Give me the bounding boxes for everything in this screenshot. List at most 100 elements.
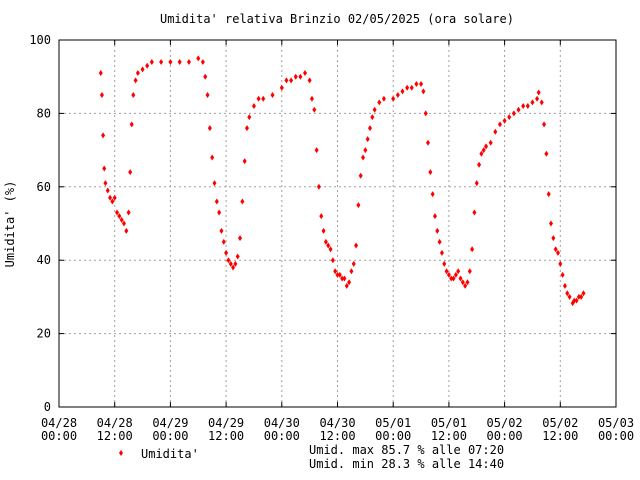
y-tick-label: 20 (37, 327, 51, 341)
chart-title: Umidita' relativa Brinzio 02/05/2025 (or… (160, 12, 514, 26)
data-point (312, 106, 317, 113)
data-point (567, 293, 572, 300)
data-point (484, 143, 489, 150)
data-point (214, 198, 219, 205)
x-tick-date: 05/03 (598, 416, 634, 430)
data-point (293, 73, 298, 80)
data-point (203, 73, 208, 80)
data-point (129, 121, 134, 128)
data-point (196, 55, 201, 62)
data-point (270, 92, 275, 99)
data-point (177, 59, 182, 66)
data-point (414, 81, 419, 88)
data-point (200, 59, 205, 66)
data-point (231, 264, 236, 271)
data-point (240, 198, 245, 205)
y-tick-label: 100 (29, 33, 51, 47)
x-tick-time: 00:00 (264, 429, 300, 443)
data-point (316, 183, 321, 190)
data-point (477, 161, 482, 168)
data-point (365, 136, 370, 143)
data-point (124, 227, 129, 234)
data-point (521, 103, 526, 110)
data-point (247, 114, 252, 121)
x-tick-date: 04/30 (319, 416, 355, 430)
data-point (465, 279, 470, 286)
data-point (507, 114, 512, 121)
grid-lines (59, 40, 616, 407)
data-point (102, 165, 107, 172)
y-tick-label: 80 (37, 106, 51, 120)
data-point (145, 62, 150, 69)
data-point (553, 246, 558, 253)
data-point (539, 99, 544, 106)
data-point (303, 70, 308, 77)
x-tick-date: 05/02 (487, 416, 523, 430)
data-point (251, 103, 256, 110)
data-point (235, 253, 240, 260)
data-point (530, 99, 535, 106)
data-point (542, 121, 547, 128)
data-point (581, 290, 586, 297)
x-tick-time: 12:00 (97, 429, 133, 443)
data-point (370, 114, 375, 121)
data-point (186, 59, 191, 66)
data-point (535, 95, 540, 102)
legend-label: Umidita' (141, 447, 199, 461)
data-point (460, 279, 465, 286)
data-point (488, 139, 493, 146)
data-point (536, 89, 541, 96)
data-point (525, 103, 530, 110)
data-point (502, 117, 507, 124)
x-tick-date: 04/29 (152, 416, 188, 430)
data-point (99, 92, 104, 99)
x-tick-time: 00:00 (375, 429, 411, 443)
data-point (207, 125, 212, 132)
data-point (330, 257, 335, 264)
data-point (131, 92, 136, 99)
data-point (110, 198, 115, 205)
data-point (446, 271, 451, 278)
x-tick-date: 04/29 (208, 416, 244, 430)
data-point (381, 95, 386, 102)
data-point (323, 238, 328, 245)
data-point (544, 150, 549, 157)
data-point (337, 271, 342, 278)
x-tick-date: 04/30 (264, 416, 300, 430)
data-point (574, 297, 579, 304)
min-annotation: Umid. min 28.3 % alle 14:40 (309, 457, 504, 471)
data-point (549, 220, 554, 227)
x-tick-time: 00:00 (487, 429, 523, 443)
y-tick-label: 60 (37, 180, 51, 194)
data-point (516, 106, 521, 113)
data-point (212, 180, 217, 187)
data-point (400, 88, 405, 95)
data-point (409, 84, 414, 91)
data-point (372, 106, 377, 113)
y-tick-label: 40 (37, 253, 51, 267)
data-point (511, 110, 516, 117)
legend: Umidita' (119, 447, 199, 461)
data-point (307, 77, 312, 84)
data-point (354, 242, 359, 249)
data-point (149, 59, 154, 66)
data-point (217, 209, 222, 216)
data-point (444, 268, 449, 275)
data-point (238, 235, 243, 242)
x-tick-date: 04/28 (41, 416, 77, 430)
x-tick-date: 05/01 (375, 416, 411, 430)
data-point (284, 77, 289, 84)
humidity-series (98, 55, 586, 307)
data-point (467, 268, 472, 275)
x-tick-time: 12:00 (542, 429, 578, 443)
data-point (551, 235, 556, 242)
data-point (224, 249, 229, 256)
data-point (242, 158, 247, 165)
data-point (326, 242, 331, 249)
data-point (565, 290, 570, 297)
data-point (361, 154, 366, 161)
data-point (405, 84, 410, 91)
legend-marker-icon (119, 450, 123, 456)
data-point (328, 246, 333, 253)
